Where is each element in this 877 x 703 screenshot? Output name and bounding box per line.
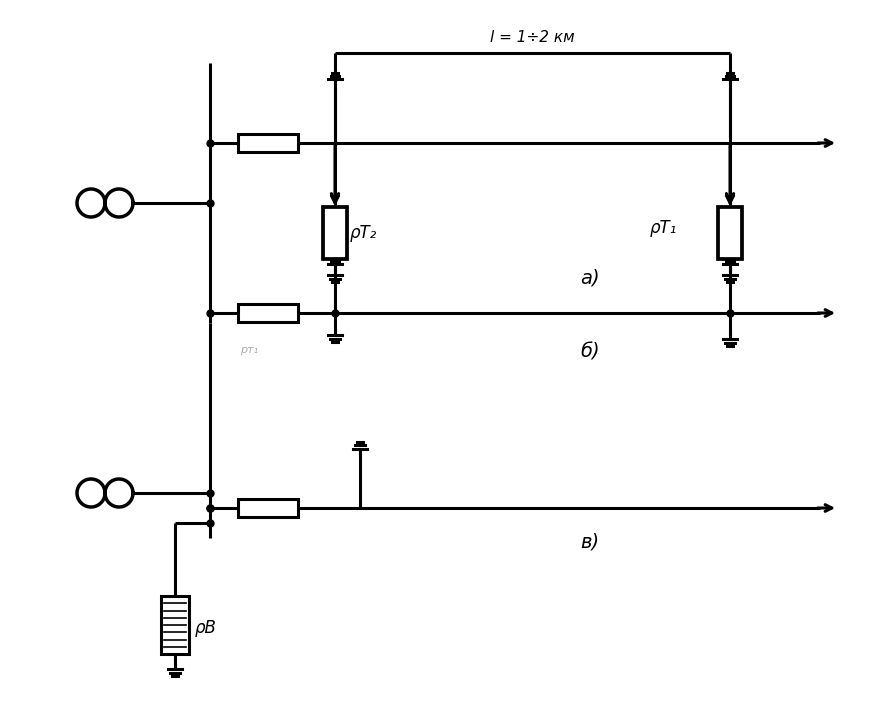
Bar [323,207,347,259]
Bar [718,207,742,259]
Text: ρT₂: ρT₂ [350,224,377,242]
Text: ρB: ρB [195,619,217,637]
Bar [238,134,298,152]
Text: l = 1÷2 км: l = 1÷2 км [490,30,574,45]
Text: ρT₁: ρT₁ [650,219,677,237]
Text: в): в) [580,533,599,552]
Bar [238,304,298,322]
Bar [161,596,189,654]
Bar [238,499,298,517]
Text: рт₁: рт₁ [240,345,258,355]
Text: б): б) [580,343,600,362]
Text: a): a) [580,268,600,287]
